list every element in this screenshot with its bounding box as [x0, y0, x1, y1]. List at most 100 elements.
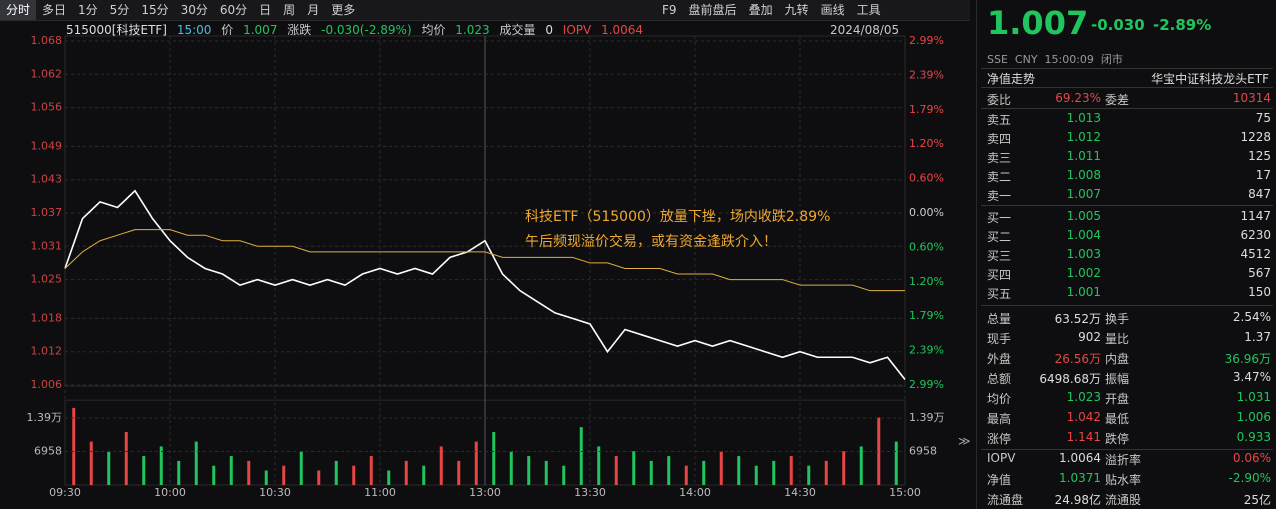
label: 外盘 [987, 352, 1012, 366]
volume-bar [457, 460, 461, 485]
tab[interactable]: 更多 [331, 3, 356, 17]
volume-bar [824, 460, 828, 485]
value: 1.0371 [1059, 471, 1101, 485]
value: 1.023 [1066, 390, 1101, 404]
value: 26.56万 [1054, 352, 1101, 366]
volume-bar [842, 451, 846, 485]
y2-tick-label: 2.99% [909, 378, 944, 391]
chart: 1.068 1.062 1.056 1.049 1.043 1.037 1.031 1.025… [27, 34, 945, 499]
tab[interactable]: 月 [307, 3, 320, 17]
y-tick-label: 1.056 [31, 101, 63, 114]
label: 换手 [1105, 312, 1130, 326]
label: 跌停 [1105, 432, 1130, 446]
label: 卖一 [987, 189, 1012, 203]
tab[interactable]: 30分 [180, 3, 208, 17]
price-line [64, 229, 905, 292]
divider [981, 449, 1273, 450]
value: 3.47% [1232, 370, 1271, 384]
change: -0.030 [1091, 16, 1145, 34]
divider [981, 87, 1273, 88]
volume-bar [369, 456, 373, 485]
value: 847 [1248, 187, 1271, 201]
volume-bar [562, 465, 566, 485]
value: 150 [1248, 285, 1271, 299]
volume-bar [212, 465, 216, 485]
divider [981, 108, 1273, 109]
volume-bar [544, 460, 548, 485]
tool-button[interactable]: 画线 [820, 3, 845, 17]
expand-arrow[interactable]: ≫ [958, 434, 971, 448]
code: 515000[科技ETF] [66, 23, 167, 37]
tool-button[interactable]: 九转 [784, 3, 809, 17]
tool-button[interactable]: F9 [662, 3, 677, 17]
value: 24.98亿 [1054, 493, 1101, 507]
y2-tick-label: 0.60% [909, 241, 944, 254]
tool-button[interactable]: 叠加 [748, 3, 773, 17]
tab[interactable]: 多日 [42, 3, 67, 17]
tab[interactable]: 周 [283, 3, 296, 17]
value: 902 [1078, 330, 1101, 344]
vol-tick-label-right: 1.39万 [909, 411, 945, 424]
value: 36.96万 [1224, 352, 1271, 366]
label: 量比 [1105, 332, 1130, 346]
tool-button[interactable]: 工具 [856, 3, 881, 17]
label: IOPV [562, 23, 592, 37]
tab[interactable]: 分时 [0, 0, 37, 20]
value: 1.007 [1066, 187, 1101, 201]
volume-bar [527, 456, 531, 485]
y-tick-label: 1.043 [31, 173, 63, 186]
label: 净值 [987, 473, 1012, 487]
value: 4512 [1240, 247, 1271, 261]
y-tick-label: 1.006 [31, 378, 63, 391]
value: 6230 [1240, 228, 1271, 242]
label: 买五 [987, 287, 1012, 301]
volume-bar [789, 456, 793, 485]
tab[interactable]: 60分 [219, 3, 248, 17]
value: 1.042 [1066, 410, 1101, 424]
volume-bar [72, 407, 76, 485]
value: 1.003 [1066, 247, 1101, 261]
label: 价 [221, 23, 234, 37]
y2-tick-label: 1.20% [909, 275, 944, 288]
volume-bar [439, 446, 443, 485]
value: 1228 [1240, 130, 1271, 144]
y-tick-label: 1.037 [31, 206, 63, 219]
y-tick-label: 1.012 [31, 345, 63, 358]
label: 均价 [421, 23, 446, 37]
y-tick-label: 1.049 [31, 139, 63, 152]
divider [981, 205, 1273, 206]
volume-bar [422, 465, 426, 485]
vol-tick-label: 1.39万 [27, 411, 63, 424]
x-tick-label: 14:00 [679, 486, 711, 499]
volume-bar [702, 460, 706, 485]
tool-button[interactable]: 盘前盘后 [688, 3, 737, 17]
label: 买一 [987, 211, 1012, 225]
tab[interactable]: 1分 [78, 3, 98, 17]
y-tick-label: 1.025 [31, 273, 63, 286]
label: 溢折率 [1105, 453, 1142, 467]
value: 1.005 [1066, 209, 1101, 223]
value: 1.006 [1236, 410, 1271, 424]
tab[interactable]: 15分 [141, 3, 169, 17]
y2-tick-label: 1.79% [909, 309, 944, 322]
value: 1.031 [1236, 390, 1271, 404]
volume-bar [737, 456, 741, 485]
volume-bar [229, 456, 233, 485]
tab[interactable]: 5分 [109, 3, 130, 17]
divider [981, 305, 1273, 306]
value: 1.002 [1066, 266, 1101, 280]
volume-bar [597, 446, 601, 485]
value: 1.023 [455, 23, 490, 37]
label: 均价 [987, 392, 1012, 406]
label: 卖二 [987, 170, 1012, 184]
label: 买二 [987, 230, 1012, 244]
label: 委差 [1105, 93, 1130, 107]
value: 0 [545, 23, 553, 37]
label: 内盘 [1105, 352, 1130, 366]
volume-bar [159, 446, 163, 485]
volume-bar [299, 451, 303, 485]
volume-bar [492, 431, 496, 485]
y2-tick-label: 1.20% [909, 137, 944, 150]
label: 卖四 [987, 132, 1012, 146]
tab[interactable]: 日 [259, 3, 272, 17]
